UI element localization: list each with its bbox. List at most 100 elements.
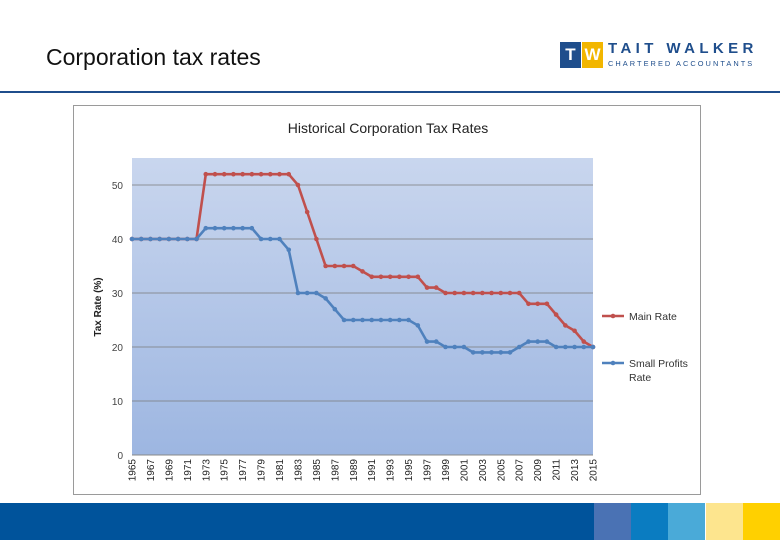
data-point [295, 290, 301, 296]
x-tick-label: 1989 [349, 459, 360, 482]
data-point [203, 225, 209, 231]
data-point [268, 171, 273, 177]
data-point [314, 290, 319, 296]
x-tick-label: 1975 [220, 459, 231, 482]
data-point [563, 344, 568, 350]
footer-color-block [594, 503, 631, 540]
footer-color-block [742, 503, 780, 540]
data-point [231, 225, 236, 231]
data-point [212, 171, 218, 177]
data-point [443, 290, 448, 296]
data-point [138, 236, 144, 242]
footer-color-block [668, 503, 706, 540]
x-tick-label: 2001 [459, 459, 470, 482]
data-point [157, 236, 162, 242]
legend-swatch-marker [610, 360, 616, 366]
data-point [498, 290, 504, 296]
x-tick-label: 2003 [478, 459, 489, 482]
data-point [378, 317, 384, 323]
data-point [516, 290, 522, 296]
data-point [221, 171, 227, 177]
y-tick-label: 50 [112, 181, 124, 192]
data-point [212, 225, 218, 231]
data-point [221, 225, 227, 231]
x-tick-label: 2011 [552, 459, 563, 481]
x-tick-label: 1965 [128, 459, 139, 482]
data-point [369, 317, 375, 323]
data-point [489, 350, 494, 355]
chart-title: Historical Corporation Tax Rates [288, 120, 489, 136]
data-point [489, 290, 494, 296]
x-tick-label: 1999 [441, 459, 452, 482]
data-point [507, 290, 513, 296]
y-axis-label: Tax Rate (%) [93, 277, 104, 336]
data-point [249, 171, 255, 177]
data-point [323, 263, 328, 269]
footer-color-block [705, 503, 743, 540]
x-tick-label: 2005 [496, 459, 507, 482]
y-tick-label: 30 [112, 289, 124, 300]
x-tick-label: 2007 [515, 459, 526, 482]
data-point [526, 339, 531, 344]
data-point [360, 317, 365, 323]
tax-rate-chart: Historical Corporation Tax Rates 0 10 20 30… [93, 120, 688, 482]
data-point [360, 269, 365, 274]
data-point [166, 236, 172, 242]
data-point [175, 236, 181, 242]
data-point [286, 247, 292, 253]
data-point [323, 296, 328, 301]
data-point [304, 290, 310, 296]
x-tick-label: 2013 [570, 459, 581, 482]
y-tick-label: 40 [112, 235, 124, 246]
data-point [452, 290, 458, 296]
legend-entry: Main Rate [629, 311, 677, 323]
data-point [129, 236, 135, 242]
logo-name: TAIT WALKER [608, 40, 758, 57]
data-point [240, 171, 245, 177]
data-point [480, 290, 485, 296]
x-tick-label: 1971 [183, 459, 194, 482]
data-point [544, 339, 550, 344]
plot-area [132, 158, 593, 455]
x-tick-label: 1967 [146, 459, 157, 482]
data-point [258, 236, 264, 242]
header-divider [0, 91, 780, 93]
data-point [572, 344, 577, 350]
data-point [350, 263, 356, 269]
data-point [424, 339, 430, 344]
x-tick-label: 1987 [330, 459, 341, 482]
data-point [433, 339, 439, 344]
company-logo: T W TAIT WALKER CHARTERED ACCOUNTANTS [560, 40, 756, 72]
y-tick-label: 20 [112, 343, 124, 354]
data-point [295, 182, 301, 188]
x-tick-label: 1977 [238, 459, 249, 482]
data-point [332, 263, 338, 269]
data-point [397, 317, 402, 323]
data-point [387, 274, 393, 280]
data-point [461, 344, 467, 350]
data-point [415, 274, 421, 280]
data-point [572, 328, 577, 334]
logo-mark-w: W [582, 42, 603, 68]
data-point [249, 225, 255, 231]
legend-entry: Small Profits Rate [629, 358, 688, 384]
data-point [544, 301, 550, 307]
data-point [507, 350, 513, 355]
data-point [452, 344, 458, 350]
data-point [350, 317, 356, 323]
data-point [553, 344, 559, 350]
data-point [470, 350, 476, 355]
x-tick-label: 1991 [367, 459, 378, 482]
data-point [277, 236, 282, 242]
data-point [433, 285, 439, 290]
data-point [378, 274, 384, 280]
data-point [470, 290, 476, 296]
data-point [341, 263, 347, 269]
data-point [461, 290, 467, 296]
data-point [406, 274, 411, 280]
legend-swatch-marker [610, 313, 616, 319]
data-point [304, 209, 310, 215]
x-tick-label: 1981 [275, 459, 286, 482]
data-point [185, 236, 190, 242]
x-tick-label: 1985 [312, 459, 323, 482]
